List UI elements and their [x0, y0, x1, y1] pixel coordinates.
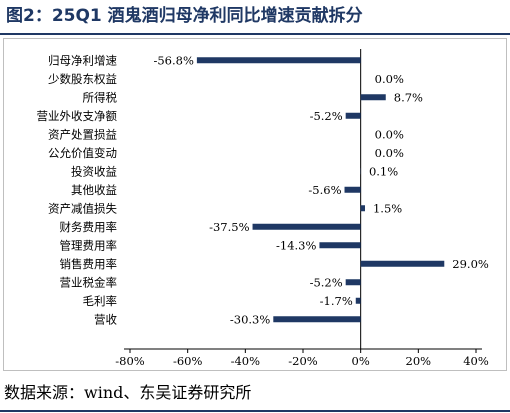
data-label: -5.2%: [310, 275, 343, 289]
bar: [360, 205, 365, 212]
data-label: -37.5%: [209, 220, 249, 234]
category-label: 公允价值变动: [48, 146, 117, 160]
category-label: 营收: [94, 312, 117, 326]
data-label: 29.0%: [452, 257, 489, 271]
x-tick-label: -60%: [173, 354, 203, 368]
data-label: 0.1%: [369, 164, 398, 178]
title-divider: [0, 33, 510, 35]
category-label: 财务费用率: [60, 220, 118, 234]
x-tick-label: 40%: [463, 354, 489, 368]
data-label: -5.2%: [310, 109, 343, 123]
category-label: 其他收益: [71, 183, 117, 197]
x-tick-label: 20%: [406, 354, 432, 368]
chart-frame: 归母净利增速 -56.8% 少数股东权益 0.0% 所得税 8.7% 营业外收支净额 -5.2…: [3, 38, 507, 371]
bar: [319, 242, 361, 249]
bar: [360, 94, 386, 101]
category-label: 销售费用率: [60, 257, 118, 271]
data-label: 0.0%: [375, 72, 404, 86]
category-label: 少数股东权益: [48, 72, 117, 86]
category-label: 毛利率: [83, 294, 118, 308]
bar: [345, 279, 361, 286]
category-label: 所得税: [83, 90, 118, 104]
data-label: 8.7%: [394, 90, 423, 104]
data-label: 0.0%: [375, 146, 404, 160]
bar: [355, 297, 361, 304]
data-source-note: 数据来源：wind、东吴证券研究所: [4, 383, 252, 402]
data-label: 1.5%: [373, 201, 402, 215]
data-label: -5.6%: [308, 183, 341, 197]
data-label: 0.0%: [375, 127, 404, 141]
bar: [252, 223, 361, 230]
data-label: -14.3%: [276, 238, 316, 252]
source-divider: [0, 410, 510, 412]
data-label: -56.8%: [153, 53, 193, 67]
category-label: 营业外收支净额: [37, 109, 118, 123]
x-tick-label: -40%: [231, 354, 261, 368]
bar: [273, 316, 361, 323]
contribution-bar-chart: 归母净利增速 -56.8% 少数股东权益 0.0% 所得税 8.7% 营业外收支净额 -5.2…: [37, 49, 489, 368]
figure-title: 图2：25Q1 酒鬼酒归母净利同比增速贡献拆分: [6, 6, 363, 26]
x-tick-label: -20%: [288, 354, 318, 368]
bar: [344, 186, 361, 193]
category-label: 营业税金率: [60, 275, 118, 289]
category-label: 投资收益: [71, 164, 117, 178]
category-label: 资产处置损益: [48, 127, 117, 141]
data-label: -1.7%: [320, 294, 353, 308]
x-tick-label: 0%: [352, 354, 370, 368]
x-tick-label: -80%: [115, 354, 145, 368]
category-label: 归母净利增速: [48, 53, 117, 67]
category-label: 资产减值损失: [48, 201, 117, 215]
bar: [196, 57, 361, 64]
bar: [345, 112, 361, 119]
data-label: -30.3%: [230, 312, 270, 326]
bar: [360, 260, 445, 267]
category-label: 管理费用率: [60, 238, 118, 252]
